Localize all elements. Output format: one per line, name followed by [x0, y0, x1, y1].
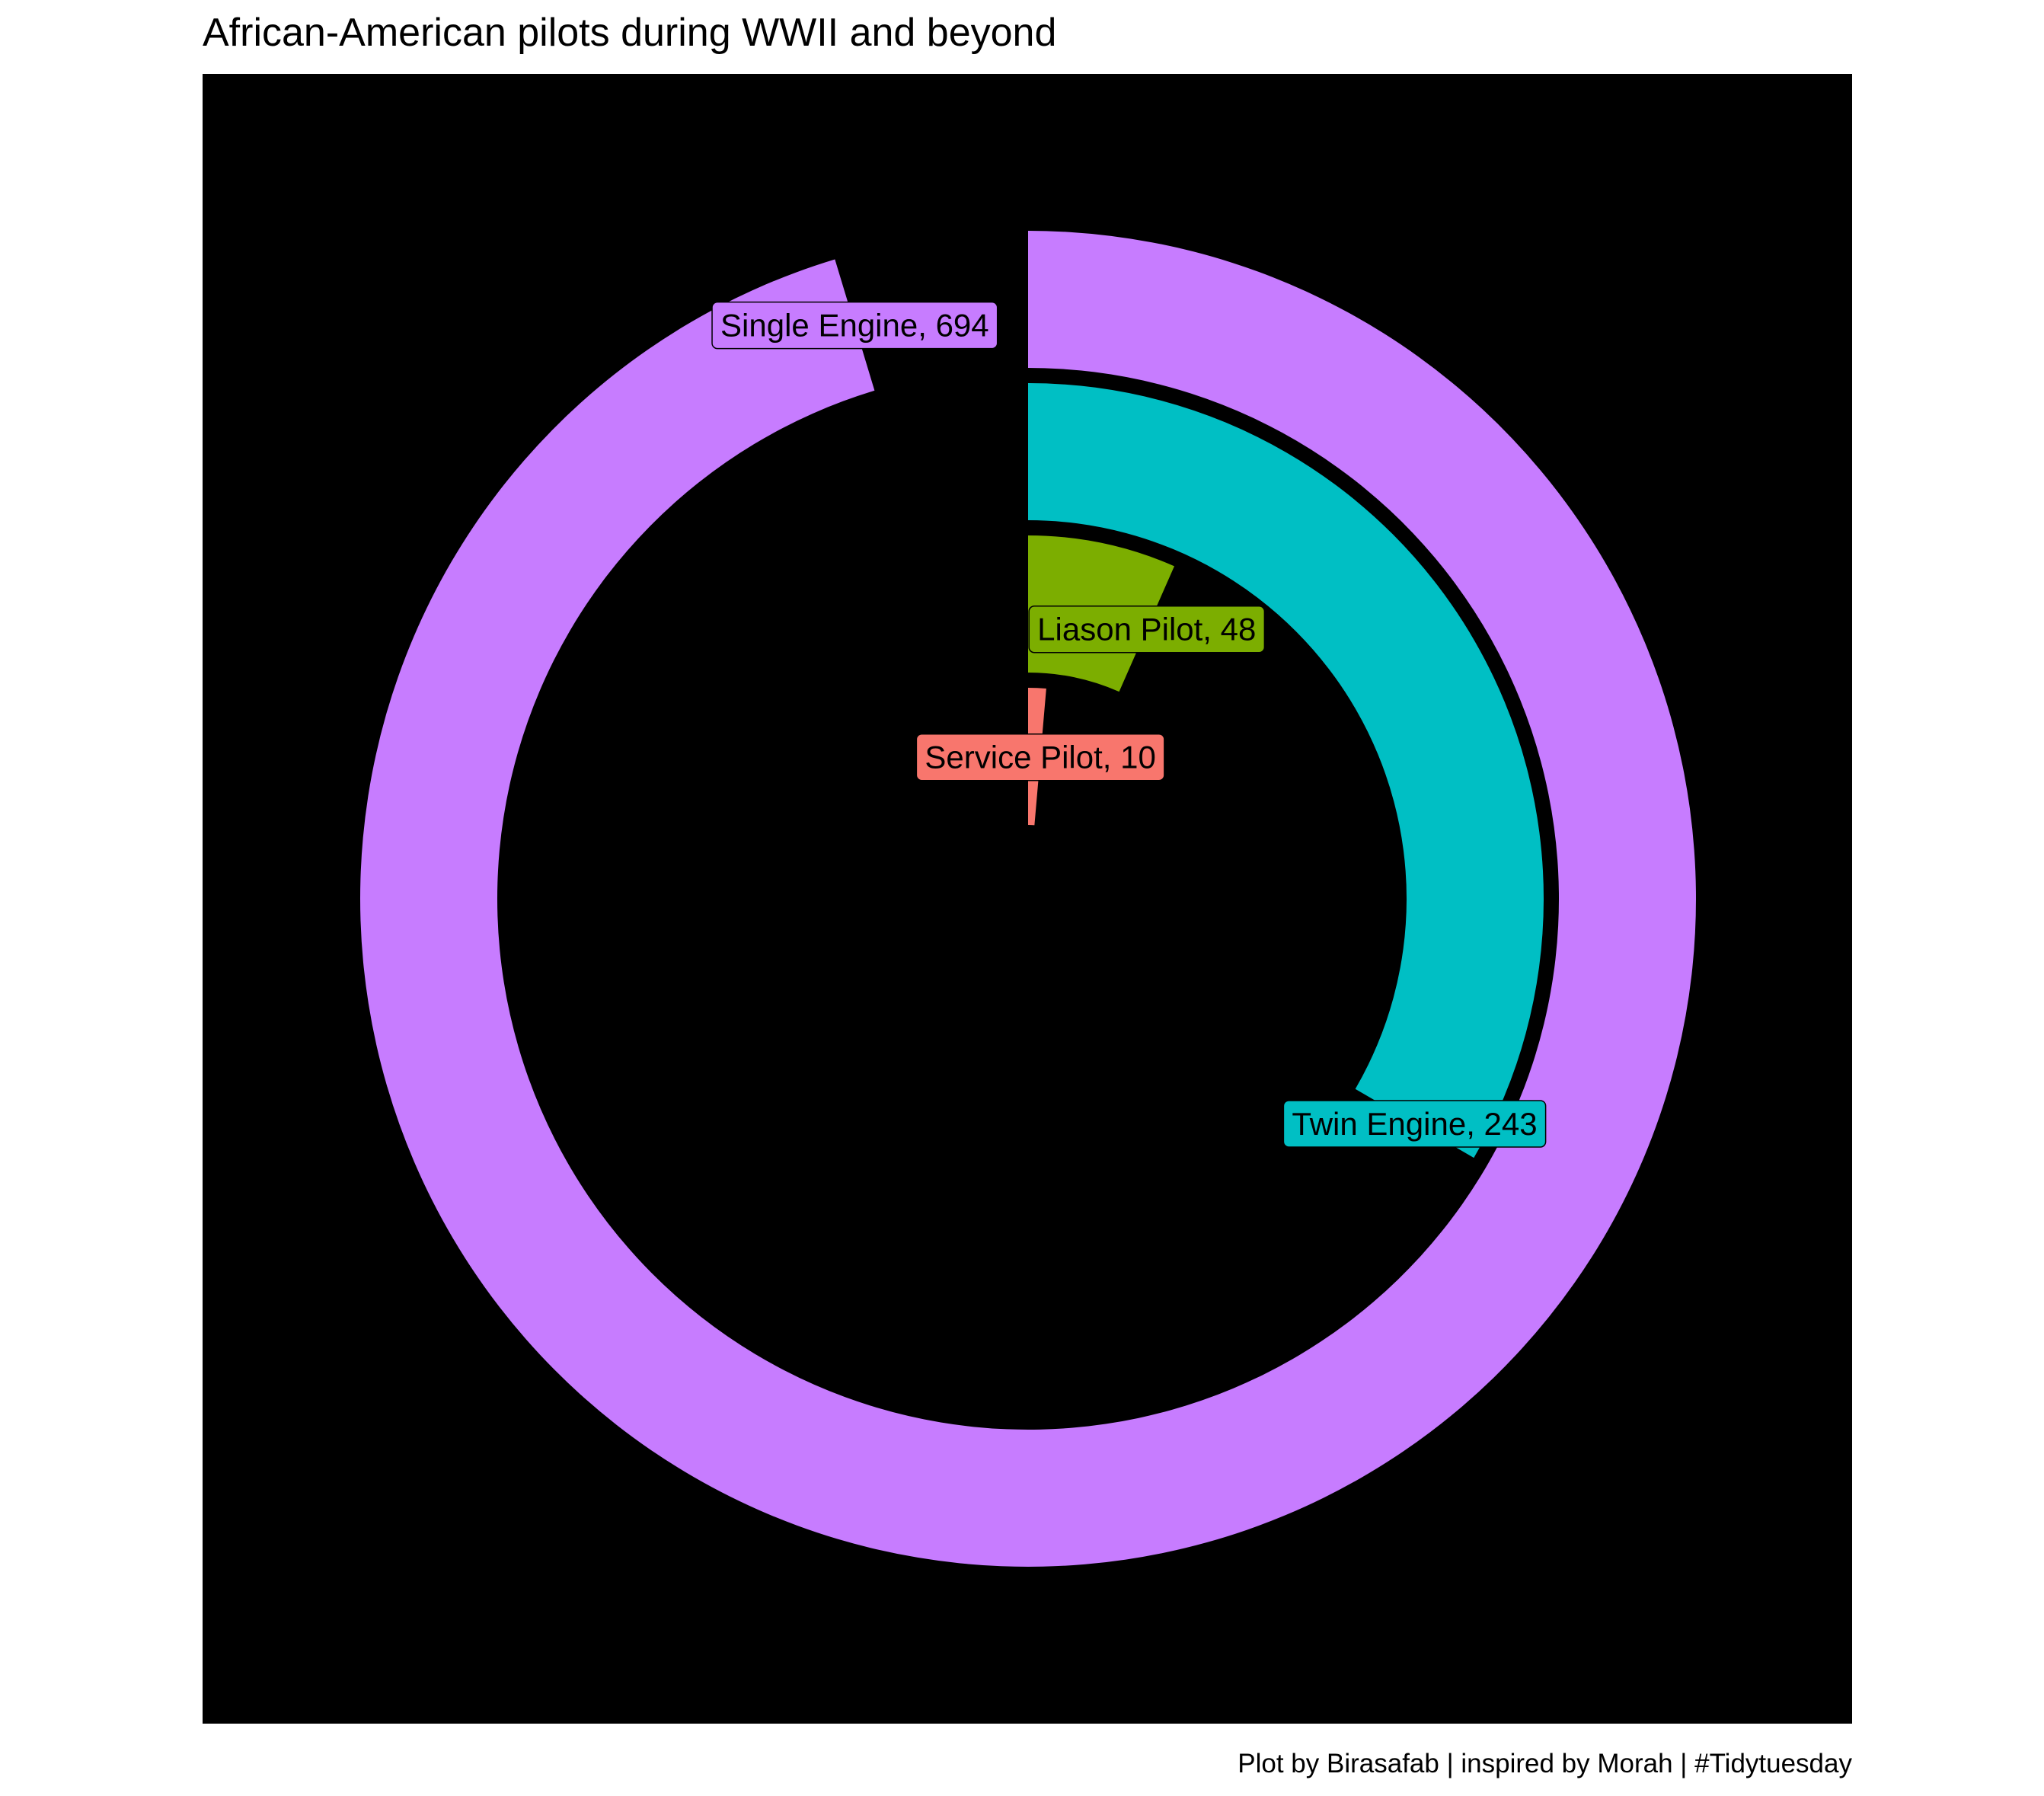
bar-label-service-pilot: Service Pilot, 10 — [915, 733, 1165, 781]
bar-label-box — [915, 733, 1165, 781]
bar-label-text: Service Pilot, 10 — [925, 740, 1155, 775]
chart-title: African-American pilots during WWII and … — [203, 11, 1056, 55]
bar-label-twin-engine: Twin Engine, 243 — [1282, 1100, 1547, 1148]
bar-label-box — [1028, 605, 1266, 654]
bar-label-single-engine: Single Engine, 694 — [711, 301, 998, 350]
bar-label-text: Twin Engine, 243 — [1292, 1106, 1537, 1142]
bar-label-text: Liason Pilot, 48 — [1037, 612, 1256, 647]
bar-label-text: Single Engine, 694 — [720, 308, 989, 344]
labels-layer: Service Pilot, 10 Liason Pilot, 48 Twin En… — [711, 301, 1547, 1148]
bar-label-box — [711, 301, 998, 350]
chart-caption: Plot by Birasafab | inspired by Morah | … — [1238, 1749, 1852, 1778]
bar-label-box — [1282, 1100, 1547, 1148]
bar-label-liason-pilot: Liason Pilot, 48 — [1028, 605, 1266, 654]
bar-twin-engine — [1028, 383, 1544, 1158]
